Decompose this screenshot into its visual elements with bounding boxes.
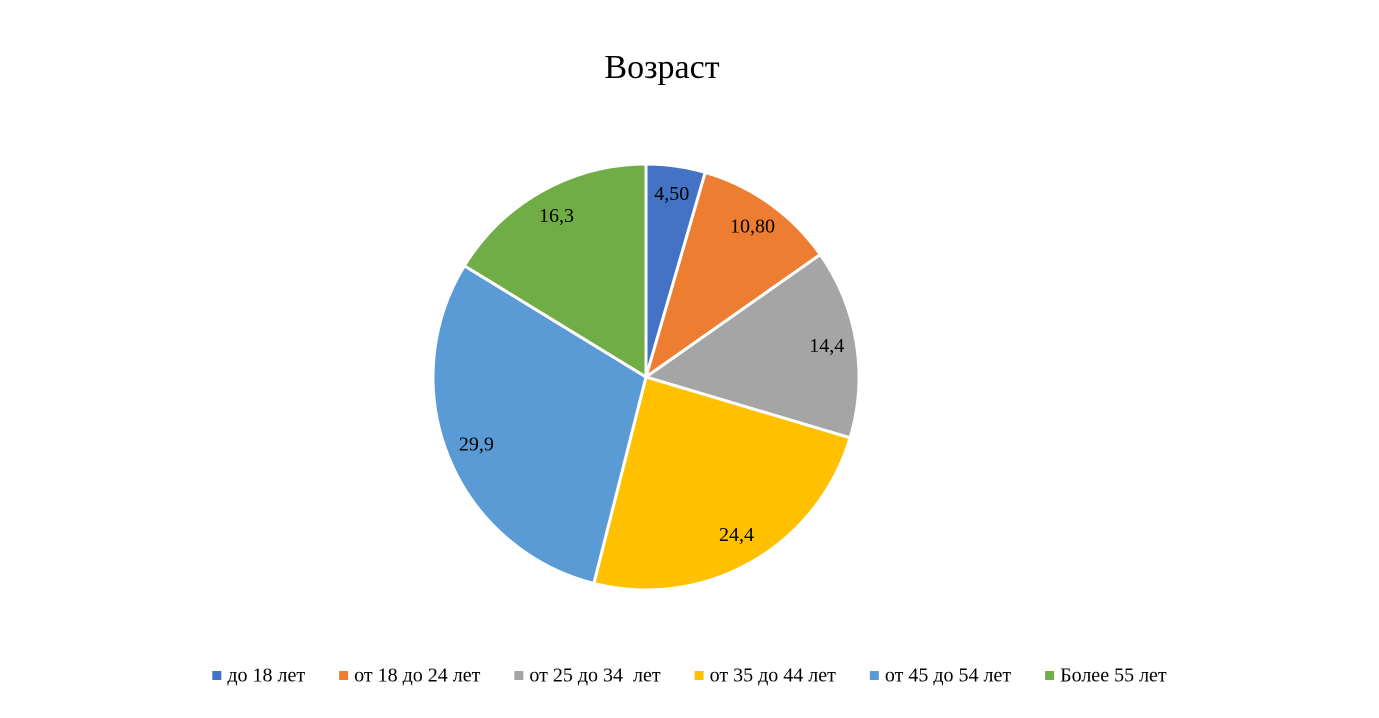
legend-marker: [1045, 671, 1055, 680]
legend-marker: [514, 671, 524, 680]
data-label: 16,3: [539, 205, 574, 227]
legend-marker: [694, 671, 704, 680]
data-label: 24,4: [719, 524, 754, 546]
legend-label: до 18 лет: [227, 665, 305, 687]
pie-slice: [643, 170, 823, 381]
legend-marker: [869, 671, 879, 680]
data-label: 4,50: [654, 183, 689, 205]
legend-label: от 45 до 54 лет: [885, 665, 1012, 687]
legend-label: от 18 до 24 лет: [354, 665, 481, 687]
legend-label: Более 55 лет: [1060, 665, 1167, 687]
data-label: 29,9: [459, 434, 494, 456]
data-label: 10,80: [730, 216, 775, 238]
data-label: 14,4: [809, 335, 844, 357]
legend-label: от 35 до 44 лет: [710, 665, 837, 687]
chart-title: Возраст: [604, 49, 719, 86]
pie-slice: [462, 162, 648, 380]
legend-label: от 25 до 34 лет: [529, 665, 661, 687]
pie-slice: [592, 375, 852, 592]
legend-marker: [339, 671, 349, 680]
legend-marker: [212, 671, 222, 680]
